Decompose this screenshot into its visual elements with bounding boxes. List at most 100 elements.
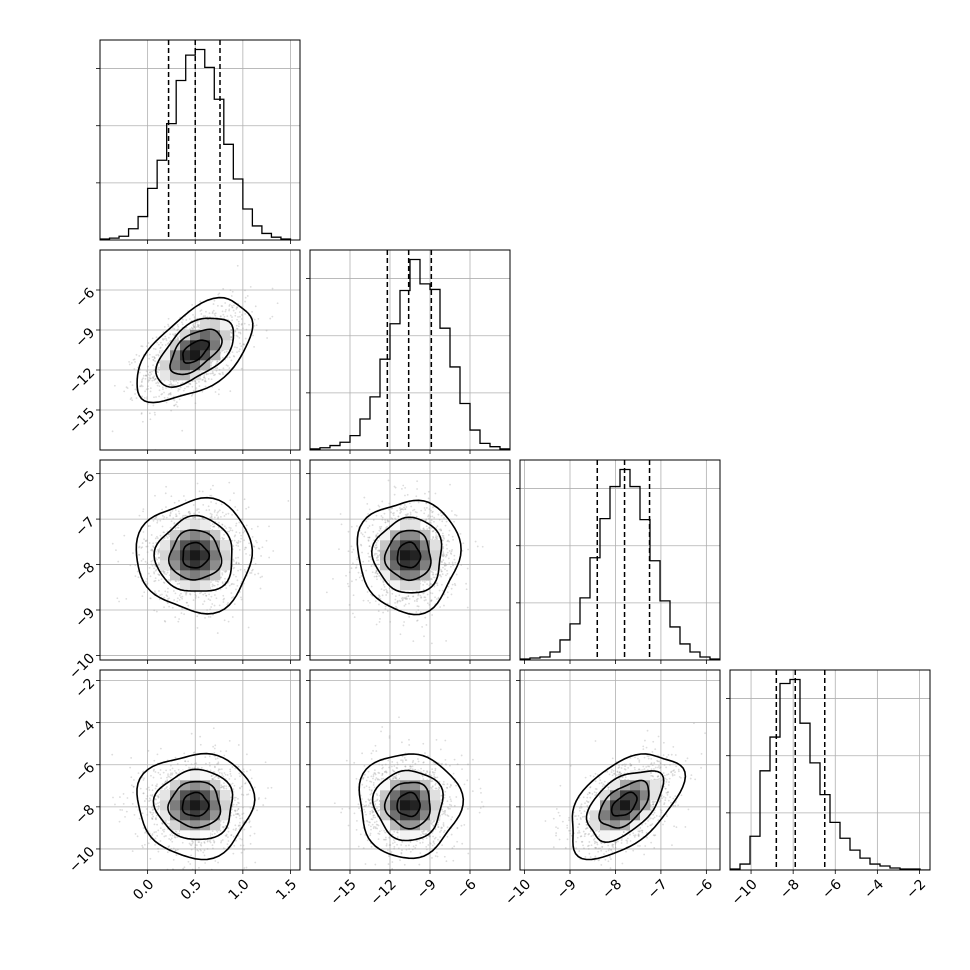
scatter-point [163,788,166,790]
density-cell [430,550,441,561]
scatter-point [149,811,151,813]
scatter-point [193,516,196,519]
scatter-point [192,599,195,602]
scatter-point [375,546,378,549]
density-cell [190,340,201,351]
scatter-point [193,318,196,321]
density-cell [210,320,221,331]
scatter-point [431,573,434,576]
scatter-point [367,552,370,555]
scatter-point [169,526,172,529]
scatter-point [147,342,150,344]
scatter-point [398,599,401,602]
scatter-point [175,401,178,404]
scatter-point [225,570,228,573]
scatter-point [145,374,147,377]
scatter-point [162,518,165,520]
scatter-point [241,518,244,521]
scatter-point [253,545,256,548]
scatter-point [204,315,206,317]
scatter-point [435,527,438,529]
scatter-point [430,527,433,529]
scatter-point [365,569,368,572]
scatter-point [392,512,394,515]
scatter-point [111,430,114,433]
scatter-point [401,598,404,601]
scatter-point [420,596,423,599]
scatter-point [393,485,396,488]
contour-level-2 [370,516,443,594]
scatter-point [239,332,242,335]
scatter-point [214,314,217,317]
scatter-point [206,609,208,611]
scatter-point [170,772,172,775]
scatter-point [140,345,143,348]
scatter-point [350,567,353,570]
scatter-point [233,535,236,538]
scatter-point [157,550,160,553]
scatter-point [205,762,207,765]
scatter-point [236,542,239,545]
scatter-point [172,517,175,520]
scatter-point [229,773,232,775]
scatter-point [243,548,246,551]
scatter-point [184,499,187,502]
scatter-point [169,393,172,396]
scatter-point [193,316,196,319]
scatter-point [236,509,239,512]
scatter-point [233,492,235,495]
scatter-point [154,590,156,593]
scatter-point [406,493,409,496]
scatter-point [199,743,202,746]
scatter-point [416,619,418,622]
scatter-point [221,572,224,575]
contour-level-1 [169,328,223,376]
scatter-point [387,520,390,523]
density-cell [190,360,201,371]
scatter-point [157,553,160,555]
density-cell [190,540,201,551]
scatter-point [144,831,146,834]
scatter-point [175,338,177,341]
scatter-point [212,727,215,730]
scatter-point [351,580,353,583]
density-cell [400,520,411,531]
scatter-point [154,569,157,572]
scatter-point [443,537,446,540]
scatter-point [224,310,227,313]
scatter-point [428,584,431,587]
scatter-point [147,373,150,376]
scatter-point [177,510,180,513]
scatter-point [381,516,384,519]
scatter-point [358,576,361,579]
scatter-point [147,365,149,368]
scatter-point [142,558,145,561]
scatter-point [155,336,158,339]
scatter-point [162,339,165,341]
scatter-point [237,545,240,547]
scatter-point [230,592,233,594]
scatter-point [425,525,428,528]
scatter-point [459,532,462,535]
scatter-point [214,509,216,512]
scatter-point [222,826,225,829]
scatter-point [167,533,170,536]
scatter-point [171,773,173,776]
scatter-point [202,593,205,596]
scatter-point [215,502,218,505]
scatter-point [440,570,443,573]
scatter-point [215,362,218,365]
density-cell [180,330,191,341]
scatter-point [163,596,166,599]
scatter-point [177,325,180,328]
scatter-point [252,334,254,337]
scatter-point [400,508,402,511]
scatter-point [238,311,241,313]
scatter-point [423,581,426,583]
scatter-point [161,392,164,395]
scatter-point [168,822,171,825]
scatter-point [231,290,234,293]
scatter-point [171,384,173,387]
scatter-point [205,373,208,376]
scatter-point [169,514,171,516]
